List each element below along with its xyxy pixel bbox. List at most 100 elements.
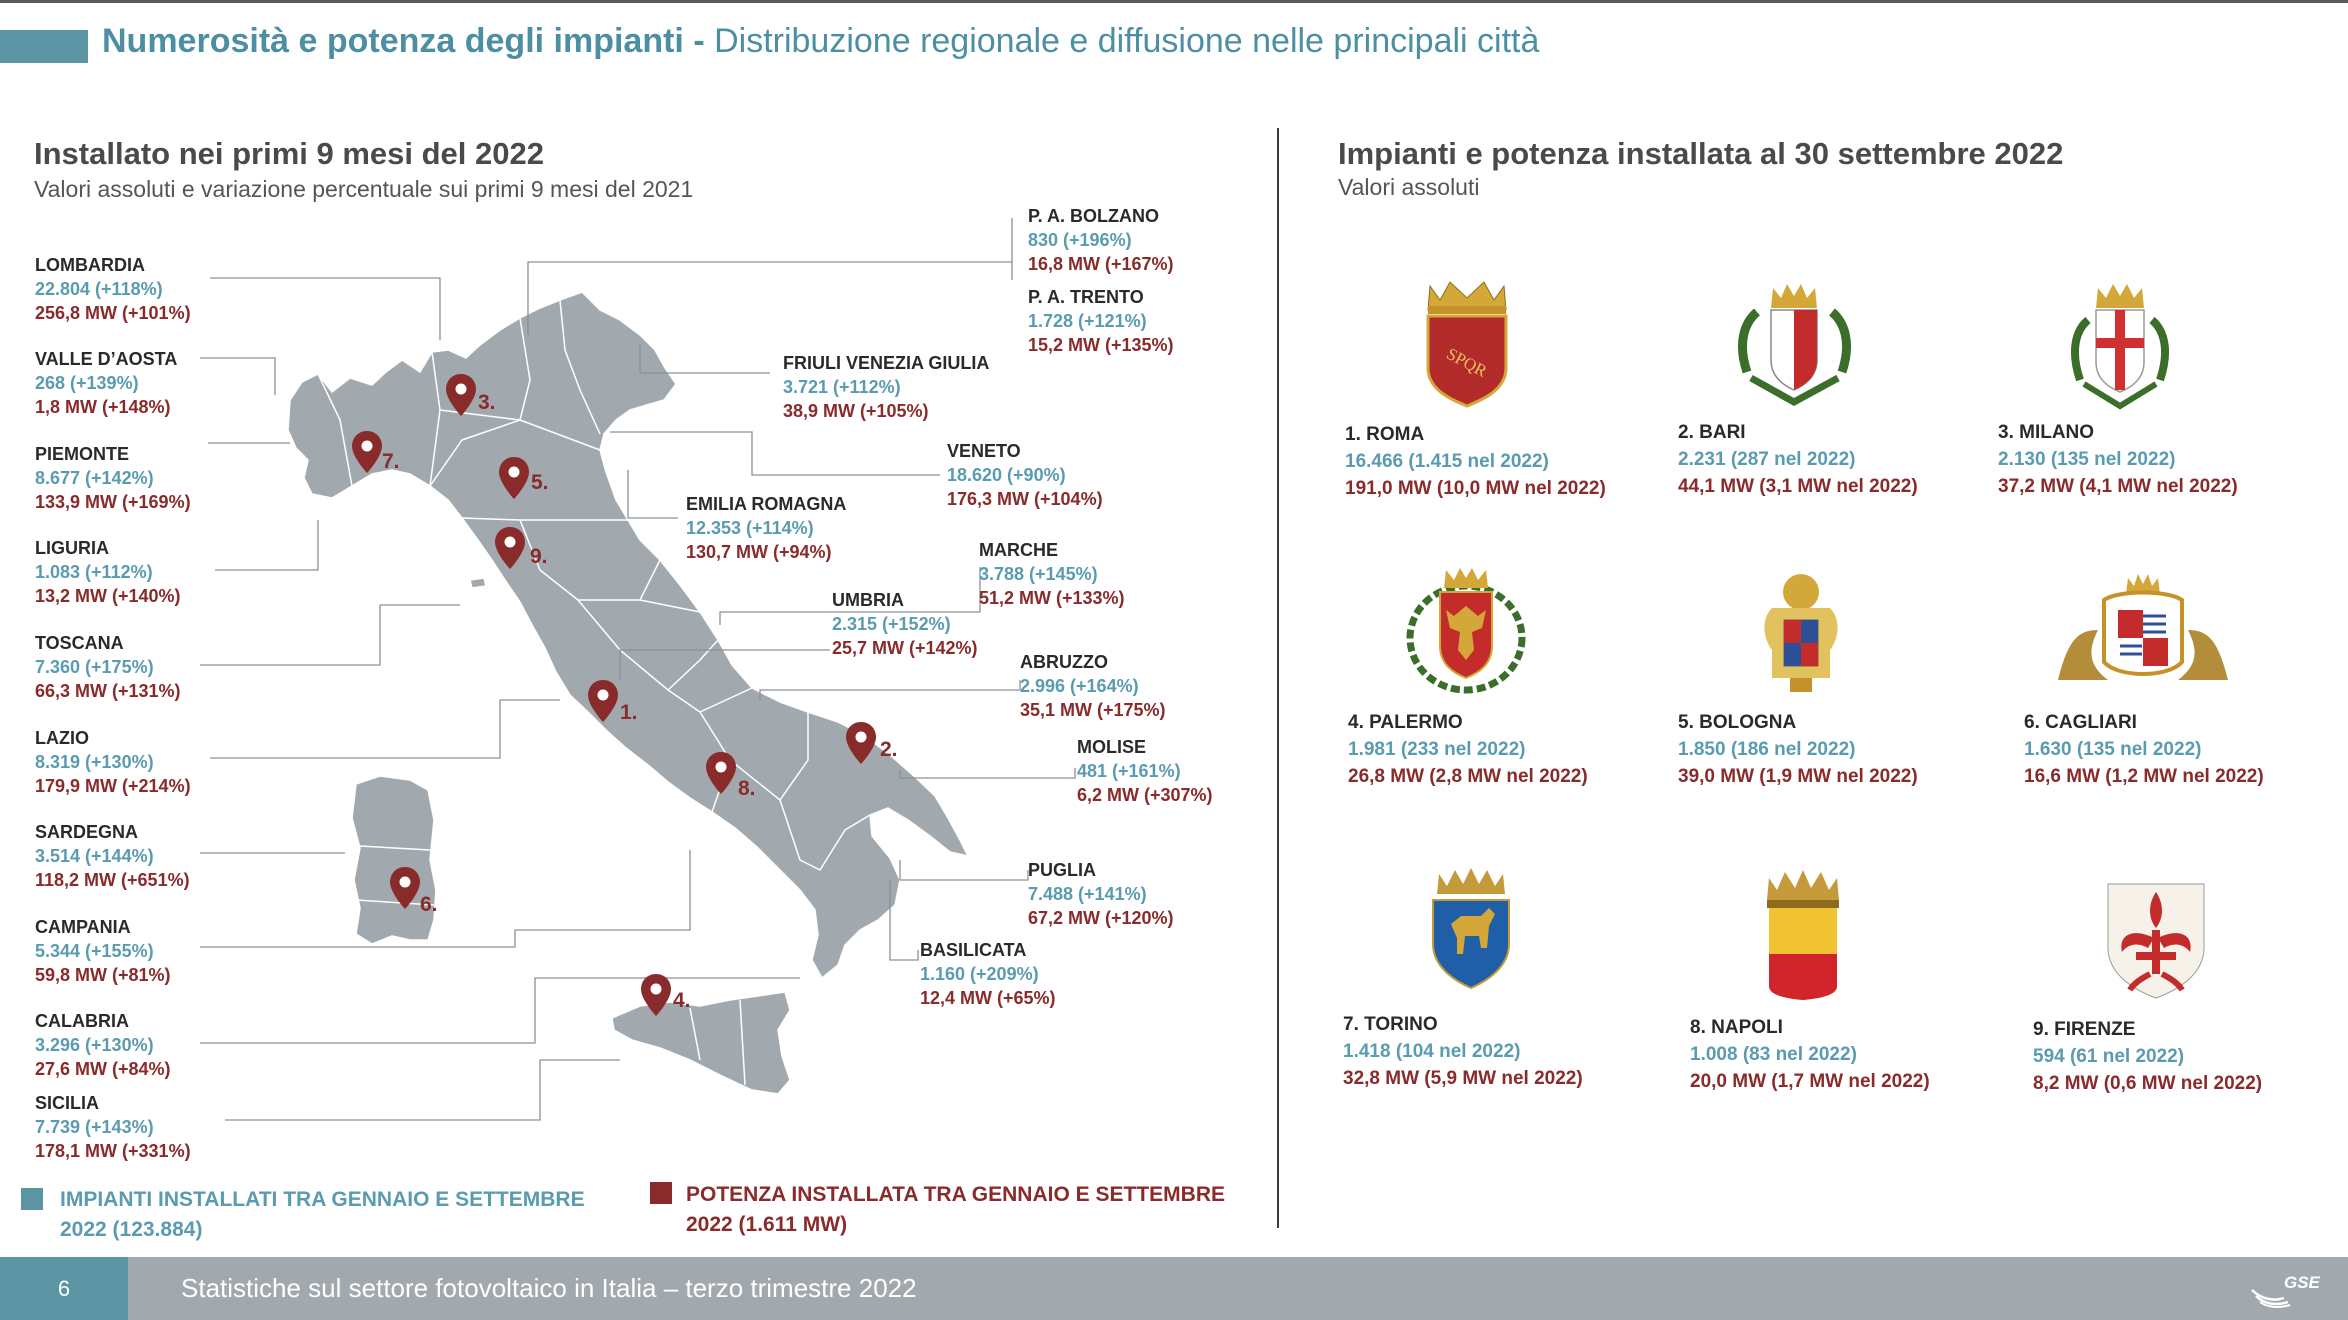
- city-name: 2. BARI: [1678, 422, 1746, 443]
- region-count: 5.344 (+155%): [35, 941, 154, 961]
- region-count: 7.360 (+175%): [35, 657, 154, 677]
- city-palermo: 4. PALERMO 1.981 (233 nel 2022) 26,8 MW …: [1348, 709, 1588, 790]
- section-divider: [1277, 128, 1279, 1228]
- region-count: 8.319 (+130%): [35, 752, 154, 772]
- pin-firenze: [495, 527, 525, 569]
- city-count: 1.418 (104 nel 2022): [1343, 1041, 1521, 1062]
- region-name: CAMPANIA: [35, 917, 131, 937]
- region-trento: P. A. TRENTO 1.728 (+121%) 15,2 MW (+135…: [1028, 285, 1174, 357]
- city-power: 26,8 MW (2,8 MW nel 2022): [1348, 766, 1588, 787]
- region-count: 1.160 (+209%): [920, 964, 1039, 984]
- right-section-subtitle: Valori assoluti: [1338, 174, 1480, 200]
- pin-milano: [446, 374, 476, 416]
- region-power: 66,3 MW (+131%): [35, 681, 181, 701]
- palermo-crest-icon: [1406, 568, 1526, 694]
- region-name: UMBRIA: [832, 590, 904, 610]
- city-roma: 1. ROMA 16.466 (1.415 nel 2022) 191,0 MW…: [1345, 421, 1606, 502]
- legend-power: POTENZA INSTALLATA TRA GENNAIO E SETTEMB…: [686, 1180, 1225, 1240]
- region-name: ABRUZZO: [1020, 652, 1108, 672]
- gse-logo-text: GSE: [2284, 1273, 2320, 1292]
- region-friuli: FRIULI VENEZIA GIULIA 3.721 (+112%) 38,9…: [783, 351, 989, 423]
- pin-label-5: 5.: [531, 471, 549, 494]
- region-power: 118,2 MW (+651%): [35, 870, 190, 890]
- region-name: LAZIO: [35, 728, 89, 748]
- region-count: 481 (+161%): [1077, 761, 1181, 781]
- region-count: 268 (+139%): [35, 373, 139, 393]
- region-power: 27,6 MW (+84%): [35, 1059, 171, 1079]
- city-count: 16.466 (1.415 nel 2022): [1345, 451, 1549, 472]
- region-name: BASILICATA: [920, 940, 1027, 960]
- pin-bologna: [499, 457, 529, 499]
- city-name: 3. MILANO: [1998, 422, 2095, 443]
- pin-label-3: 3.: [478, 391, 496, 414]
- city-cagliari: 6. CAGLIARI 1.630 (135 nel 2022) 16,6 MW…: [2024, 709, 2264, 790]
- torino-crest-icon: [1432, 868, 1510, 990]
- region-count: 7.739 (+143%): [35, 1117, 154, 1137]
- region-abruzzo: ABRUZZO 2.996 (+164%) 35,1 MW (+175%): [1020, 650, 1166, 722]
- region-power: 179,9 MW (+214%): [35, 776, 191, 796]
- region-count: 22.804 (+118%): [35, 279, 163, 299]
- bologna-crest-icon: [1764, 574, 1838, 692]
- region-umbria: UMBRIA 2.315 (+152%) 25,7 MW (+142%): [832, 588, 978, 660]
- right-section-title: Impianti e potenza installata al 30 sett…: [1338, 136, 2064, 171]
- region-molise: MOLISE 481 (+161%) 6,2 MW (+307%): [1077, 735, 1213, 807]
- pin-bari: [846, 722, 876, 764]
- page-title-subtitle: Distribuzione regionale e diffusione nel…: [714, 22, 1540, 60]
- region-name: PUGLIA: [1028, 860, 1097, 880]
- region-power: 6,2 MW (+307%): [1077, 785, 1213, 805]
- region-name: PIEMONTE: [35, 444, 130, 464]
- region-sardegna: SARDEGNA 3.514 (+144%) 118,2 MW (+651%): [35, 820, 190, 892]
- region-valle-aosta: VALLE D’AOSTA 268 (+139%) 1,8 MW (+148%): [35, 347, 177, 419]
- page-title-separator: -: [683, 22, 715, 60]
- city-name: 8. NAPOLI: [1690, 1017, 1783, 1038]
- region-count: 1.728 (+121%): [1028, 311, 1147, 331]
- region-name: EMILIA ROMAGNA: [686, 494, 847, 514]
- page-title-main: Numerosità e potenza degli impianti: [102, 22, 684, 60]
- region-veneto: VENETO 18.620 (+90%) 176,3 MW (+104%): [947, 439, 1103, 511]
- page-title: Numerosità e potenza degli impianti - Di…: [102, 22, 1539, 61]
- region-marche: MARCHE 3.788 (+145%) 51,2 MW (+133%): [979, 538, 1125, 610]
- region-power: 178,1 MW (+331%): [35, 1141, 191, 1161]
- region-piemonte: PIEMONTE 8.677 (+142%) 133,9 MW (+169%): [35, 442, 191, 514]
- pin-label-6: 6.: [420, 893, 438, 916]
- region-count: 7.488 (+141%): [1028, 884, 1147, 904]
- pin-label-4: 4.: [673, 989, 691, 1012]
- city-name: 5. BOLOGNA: [1678, 712, 1797, 733]
- cagliari-crest-icon: [2058, 574, 2228, 680]
- city-napoli: 8. NAPOLI 1.008 (83 nel 2022) 20,0 MW (1…: [1690, 1014, 1930, 1095]
- region-name: SARDEGNA: [35, 822, 139, 842]
- city-power: 39,0 MW (1,9 MW nel 2022): [1678, 766, 1918, 787]
- city-count: 2.231 (287 nel 2022): [1678, 449, 1856, 470]
- city-name: 1. ROMA: [1345, 424, 1425, 445]
- footer-bar: [0, 1257, 2348, 1320]
- region-name: P. A. TRENTO: [1028, 287, 1144, 307]
- region-sicilia: SICILIA 7.739 (+143%) 178,1 MW (+331%): [35, 1091, 191, 1163]
- legend-count-swatch: [21, 1188, 43, 1210]
- firenze-crest-icon: [2107, 883, 2205, 999]
- pin-roma: [588, 680, 618, 722]
- legend-count: IMPIANTI INSTALLATI TRA GENNAIO E SETTEM…: [60, 1185, 585, 1245]
- city-count: 1.008 (83 nel 2022): [1690, 1044, 1857, 1065]
- pin-cagliari: [390, 867, 420, 909]
- region-name: LIGURIA: [35, 538, 109, 558]
- pin-label-7: 7.: [382, 450, 400, 473]
- napoli-crest-icon: [1767, 870, 1839, 1000]
- left-section-subtitle: Valori assoluti e variazione percentuale…: [34, 176, 694, 202]
- city-firenze: 9. FIRENZE 594 (61 nel 2022) 8,2 MW (0,6…: [2033, 1016, 2262, 1097]
- region-name: SICILIA: [35, 1093, 100, 1113]
- pin-napoli: [706, 752, 736, 794]
- region-lombardia: LOMBARDIA 22.804 (+118%) 256,8 MW (+101%…: [35, 253, 191, 325]
- city-name: 9. FIRENZE: [2033, 1019, 2136, 1040]
- legend-count-line2: 2022 (123.884): [60, 1218, 203, 1241]
- region-count: 3.721 (+112%): [783, 377, 901, 397]
- region-name: P. A. BOLZANO: [1028, 206, 1160, 226]
- left-section-title: Installato nei primi 9 mesi del 2022: [34, 136, 544, 171]
- city-count: 2.130 (135 nel 2022): [1998, 449, 2176, 470]
- region-puglia: PUGLIA 7.488 (+141%) 67,2 MW (+120%): [1028, 858, 1174, 930]
- city-power: 44,1 MW (3,1 MW nel 2022): [1678, 476, 1918, 497]
- region-power: 35,1 MW (+175%): [1020, 700, 1166, 720]
- roma-crest-icon: SPQR: [1426, 281, 1508, 408]
- pin-label-8: 8.: [738, 777, 756, 800]
- region-campania: CAMPANIA 5.344 (+155%) 59,8 MW (+81%): [35, 915, 171, 987]
